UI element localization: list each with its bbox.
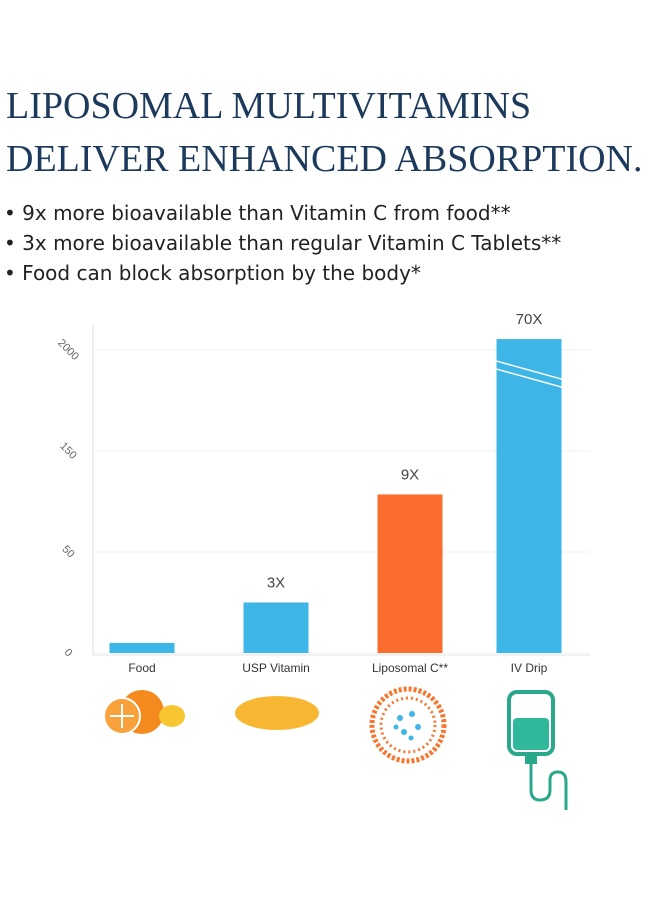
y-tick-label: 2000 — [55, 337, 81, 363]
x-tick-label: Liposomal C** — [372, 661, 448, 675]
x-tick-label: USP Vitamin — [242, 661, 310, 675]
tablet-icon — [235, 696, 319, 730]
iv-bag-icon — [507, 690, 568, 810]
bullet: • 9x more bioavailable than Vitamin C fr… — [4, 201, 511, 225]
bullet-text: 3x more bioavailable than regular Vitami… — [22, 231, 562, 255]
bar — [496, 339, 562, 653]
bar — [377, 494, 443, 653]
bullet: • Food can block absorption by the body* — [4, 261, 421, 285]
x-tick-label: IV Drip — [511, 661, 548, 675]
x-tick-label: Food — [128, 661, 155, 675]
bullet-text: 9x more bioavailable than Vitamin C from… — [22, 201, 511, 225]
y-tick-label: 0 — [62, 647, 75, 660]
orange-icon — [103, 690, 185, 735]
liposome-icon — [369, 686, 447, 764]
bar-label: 3X — [267, 574, 285, 591]
axis-break — [496, 368, 562, 388]
bar — [243, 602, 309, 653]
axis-break — [496, 360, 562, 380]
bar-label: 70X — [516, 311, 543, 328]
title-line: LIPOSOMAL MULTIVITAMINS — [6, 85, 532, 127]
bullet-text: Food can block absorption by the body* — [22, 261, 421, 285]
bar-label: 9X — [401, 466, 419, 483]
bullet: • 3x more bioavailable than regular Vita… — [4, 231, 562, 255]
bar — [109, 642, 175, 653]
y-tick-label: 150 — [57, 440, 78, 461]
y-tick-label: 50 — [59, 543, 76, 560]
title-line: DELIVER ENHANCED ABSORPTION. — [6, 138, 643, 180]
